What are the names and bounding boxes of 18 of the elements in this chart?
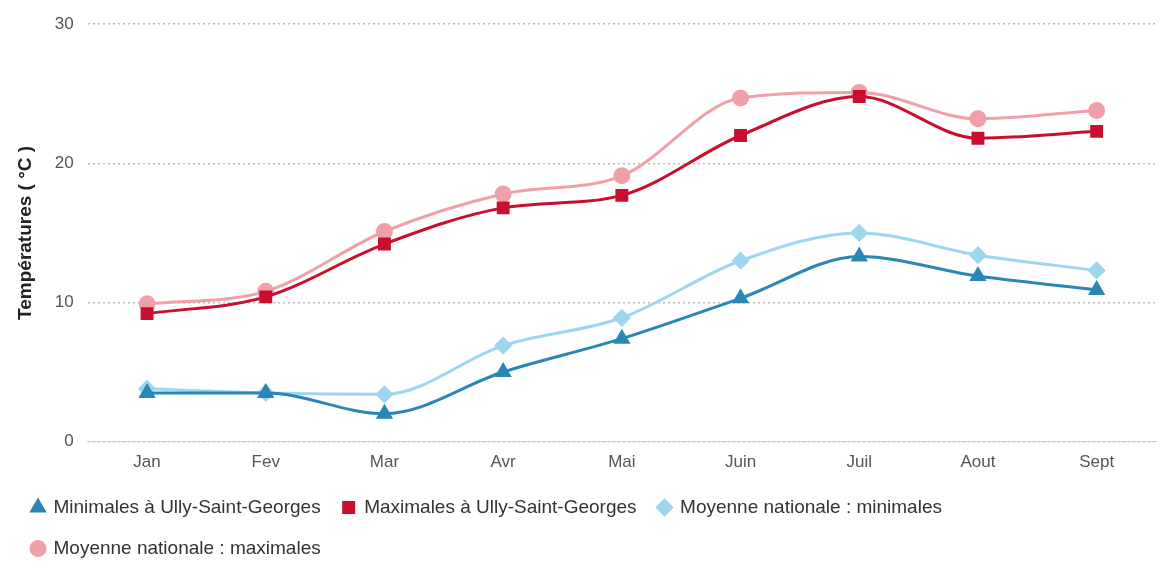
x-tick-label: Fev <box>251 452 281 472</box>
x-tick-label: Juin <box>724 452 757 472</box>
legend-label: Moyenne nationale : maximales <box>53 536 321 558</box>
y-tick-label: 20 <box>54 153 74 173</box>
x-tick-label: Jan <box>133 452 161 472</box>
x-tick-label: Juil <box>846 452 873 472</box>
legend-label: Maximales à Ully-Saint-Georges <box>364 495 637 517</box>
legend-label: Minimales à Ully-Saint-Georges <box>53 495 321 517</box>
x-tick-label: Sept <box>1079 452 1115 472</box>
legend-label: Moyenne nationale : minimales <box>680 495 942 517</box>
y-tick-label: 30 <box>54 13 74 33</box>
x-tick-label: Avr <box>490 452 517 472</box>
y-axis-title: Températures ( °C ) <box>13 145 35 320</box>
y-tick-label: 10 <box>54 292 74 312</box>
x-tick-label: Aout <box>960 452 996 472</box>
x-tick-label: Mai <box>608 452 636 472</box>
y-tick-label: 0 <box>64 431 74 451</box>
x-tick-label: Mar <box>369 452 400 472</box>
